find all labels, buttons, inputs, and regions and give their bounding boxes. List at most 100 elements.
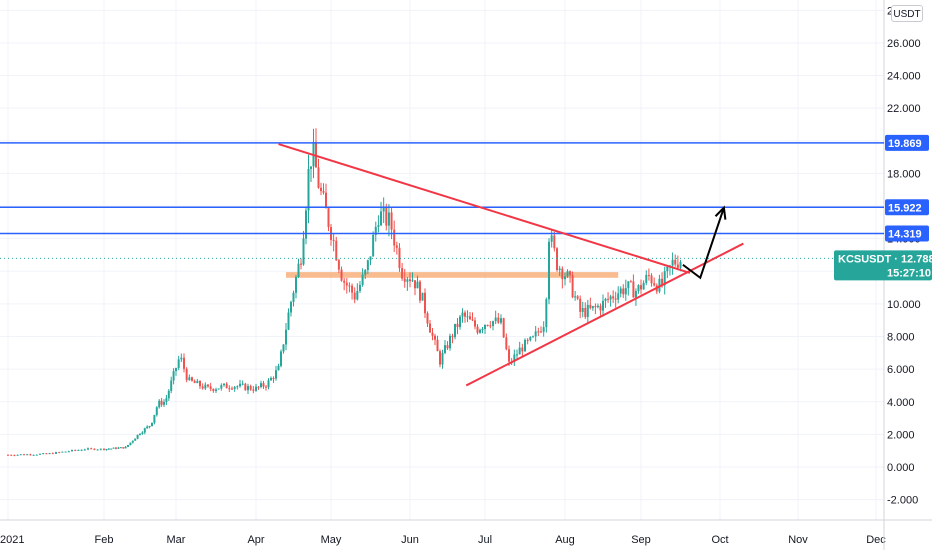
candle-body[interactable]	[679, 261, 682, 268]
candle-body[interactable]	[431, 332, 434, 336]
candle-body[interactable]	[358, 284, 361, 291]
candle-body[interactable]	[134, 438, 137, 441]
candle-body[interactable]	[315, 141, 317, 168]
candle-body[interactable]	[451, 335, 454, 338]
candle-body[interactable]	[115, 447, 117, 449]
candle-body[interactable]	[474, 320, 476, 327]
candle-body[interactable]	[196, 380, 199, 384]
candle-body[interactable]	[374, 226, 377, 235]
candle-body[interactable]	[446, 345, 449, 349]
candle-body[interactable]	[599, 305, 602, 311]
candle-body[interactable]	[180, 357, 183, 360]
candle-body[interactable]	[177, 359, 180, 369]
candle-body[interactable]	[239, 383, 241, 387]
candle-body[interactable]	[353, 292, 356, 300]
candle-body[interactable]	[139, 433, 141, 435]
candle-body[interactable]	[193, 380, 196, 384]
candle-body[interactable]	[71, 449, 73, 452]
candle-body[interactable]	[416, 281, 419, 289]
candle-body[interactable]	[426, 313, 429, 324]
candle-body[interactable]	[252, 389, 255, 391]
candle-body[interactable]	[280, 351, 282, 366]
candle-body[interactable]	[42, 453, 45, 455]
candle-body[interactable]	[479, 329, 481, 333]
candle-body[interactable]	[434, 335, 436, 340]
candle-body[interactable]	[23, 454, 25, 456]
candle-body[interactable]	[494, 317, 497, 322]
candle-body[interactable]	[653, 283, 656, 286]
candle-body[interactable]	[217, 388, 220, 390]
candle-body[interactable]	[90, 448, 93, 450]
candle-body[interactable]	[300, 263, 302, 265]
candle-body[interactable]	[642, 282, 645, 290]
candle-body[interactable]	[406, 279, 409, 282]
candle-body[interactable]	[337, 260, 340, 270]
candle-body[interactable]	[16, 454, 19, 456]
candle-body[interactable]	[508, 349, 510, 362]
candle-body[interactable]	[343, 280, 346, 283]
candle-body[interactable]	[556, 248, 558, 271]
candle-body[interactable]	[456, 323, 459, 328]
candle-body[interactable]	[647, 274, 650, 276]
candle-body[interactable]	[521, 347, 524, 352]
candle-body[interactable]	[526, 339, 529, 341]
candle-body[interactable]	[55, 452, 57, 454]
candle-body[interactable]	[290, 301, 292, 313]
candle-body[interactable]	[136, 434, 139, 439]
candle-body[interactable]	[604, 298, 607, 301]
candle-body[interactable]	[107, 448, 110, 450]
candle-body[interactable]	[255, 386, 257, 391]
candle-body[interactable]	[650, 275, 653, 284]
candle-body[interactable]	[172, 371, 175, 381]
candle-body[interactable]	[602, 300, 604, 311]
candle-body[interactable]	[143, 428, 146, 433]
candle-body[interactable]	[67, 451, 70, 453]
candle-body[interactable]	[141, 432, 144, 434]
candle-body[interactable]	[558, 268, 561, 271]
candle-body[interactable]	[45, 453, 48, 455]
candle-body[interactable]	[305, 210, 307, 239]
candle-body[interactable]	[183, 357, 185, 369]
candle-body[interactable]	[471, 319, 474, 321]
candle-body[interactable]	[364, 270, 367, 275]
triangle-lower-trendline[interactable]	[465, 242, 744, 387]
candle-body[interactable]	[35, 454, 38, 456]
candle-body[interactable]	[228, 388, 231, 390]
candle-body[interactable]	[317, 167, 320, 188]
candle-body[interactable]	[74, 449, 77, 451]
candle-body[interactable]	[110, 448, 113, 450]
candle-body[interactable]	[99, 448, 102, 450]
candle-body[interactable]	[61, 451, 64, 453]
candle-body[interactable]	[634, 290, 637, 298]
candle-body[interactable]	[661, 278, 664, 286]
candle-body[interactable]	[372, 234, 375, 257]
candle-body[interactable]	[497, 317, 500, 323]
candle-body[interactable]	[393, 229, 396, 246]
candle-body[interactable]	[209, 386, 212, 389]
candle-body[interactable]	[385, 207, 388, 226]
candle-body[interactable]	[223, 383, 225, 386]
candle-body[interactable]	[295, 276, 297, 293]
projection-arrow-path[interactable]	[682, 207, 725, 280]
candle-body[interactable]	[105, 448, 108, 450]
candle-body[interactable]	[158, 400, 161, 408]
candle-body[interactable]	[574, 296, 577, 298]
candle-body[interactable]	[548, 241, 550, 300]
candle-body[interactable]	[340, 269, 343, 281]
candle-body[interactable]	[529, 336, 532, 341]
candle-body[interactable]	[421, 292, 424, 301]
candle-body[interactable]	[96, 449, 99, 451]
candle-body[interactable]	[241, 383, 244, 385]
candle-body[interactable]	[148, 426, 151, 428]
currency-selector[interactable]: USDT	[891, 5, 923, 22]
candle-body[interactable]	[322, 191, 325, 193]
candle-body[interactable]	[380, 211, 383, 226]
candle-body[interactable]	[489, 325, 492, 327]
candle-body[interactable]	[632, 281, 635, 298]
candle-body[interactable]	[19, 454, 22, 456]
candle-body[interactable]	[310, 166, 312, 169]
candle-body[interactable]	[165, 398, 168, 403]
candle-body[interactable]	[476, 326, 479, 333]
candle-body[interactable]	[469, 316, 471, 320]
